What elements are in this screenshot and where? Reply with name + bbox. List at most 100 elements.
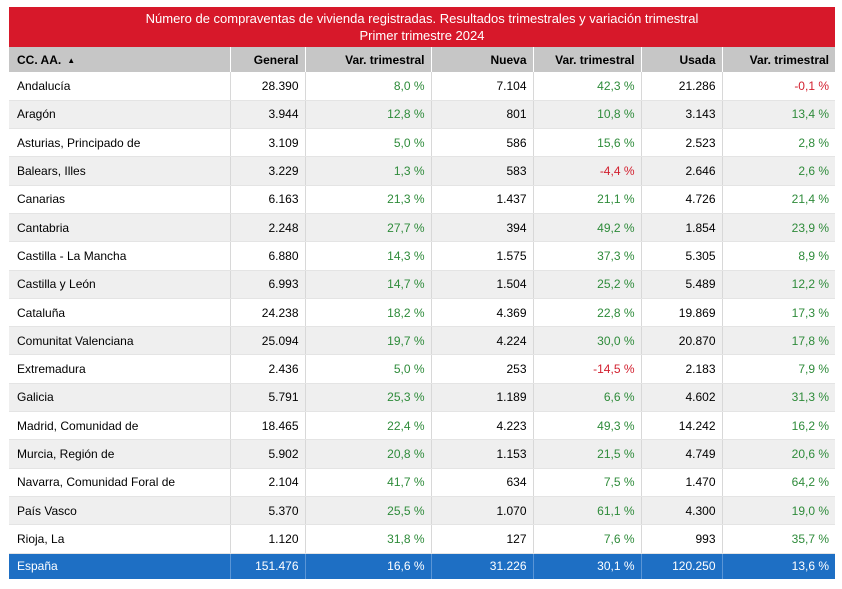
table-title-bar: Número de compraventas de vivienda regis… <box>9 7 835 47</box>
cell-var-nueva: 10,8 % <box>533 100 642 130</box>
total-var-usada: 13,6 % <box>791 559 829 574</box>
cell-region: Murcia, Región de <box>9 439 231 469</box>
cell-var-nueva: 25,2 % <box>533 270 642 299</box>
cell-usada: 5.305 <box>641 241 723 271</box>
cell-usada: 1.854 <box>641 213 723 243</box>
cell-nueva: 586 <box>431 128 534 158</box>
cell-usada: 2.646 <box>641 156 723 186</box>
total-usada: 120.250 <box>641 553 723 580</box>
cell-region: Castilla y León <box>9 270 231 299</box>
cell-general: 25.094 <box>230 326 306 356</box>
cell-nueva: 801 <box>431 100 534 130</box>
cell-nueva: 7.104 <box>431 72 534 101</box>
cell-var-usada: 16,2 % <box>722 411 835 441</box>
cell-var-nueva: -14,5 % <box>533 354 642 384</box>
total-row: España 151.476 16,6 % 31.226 30,1 % 120.… <box>9 553 835 580</box>
cell-var-usada: 21,4 % <box>722 185 835 214</box>
cell-nueva: 4.369 <box>431 298 534 328</box>
cell-var-general: 22,4 % <box>305 411 432 441</box>
cell-region: Canarias <box>9 185 231 214</box>
table-row: Andalucía 28.390 8,0 % 7.104 42,3 % 21.286 -0,… <box>9 72 835 101</box>
table-row: Cantabria 2.248 27,7 % 394 49,2 % 1.854 23,9 % <box>9 213 835 243</box>
table-row: Madrid, Comunidad de 18.465 22,4 % 4.223 49,… <box>9 411 835 441</box>
cell-region: Madrid, Comunidad de <box>9 411 231 441</box>
cell-var-usada: 23,9 % <box>722 213 835 243</box>
column-header-var-nueva[interactable]: Var. trimestral <box>533 47 642 72</box>
cell-general: 18.465 <box>230 411 306 441</box>
cell-region: Comunitat Valenciana <box>9 326 231 356</box>
cell-usada: 14.242 <box>641 411 723 441</box>
total-general: 151.476 <box>230 553 306 580</box>
cell-general: 28.390 <box>230 72 306 101</box>
table-row: País Vasco 5.370 25,5 % 1.070 61,1 % 4.300 19,… <box>9 496 835 526</box>
table-subtitle: Primer trimestre 2024 <box>359 28 485 43</box>
cell-nueva: 1.189 <box>431 383 534 413</box>
cell-var-general: 27,7 % <box>305 213 432 243</box>
table-row: Castilla - La Mancha 6.880 14,3 % 1.575 37,3… <box>9 241 835 271</box>
cell-nueva: 253 <box>431 354 534 384</box>
table-row: Canarias 6.163 21,3 % 1.437 21,1 % 4.726 21,4 … <box>9 185 835 214</box>
table-row: Aragón 3.944 12,8 % 801 10,8 % 3.143 13,4 % <box>9 100 835 130</box>
column-header-nueva[interactable]: Nueva <box>431 47 534 72</box>
column-header-region[interactable]: CC. AA. ▲ <box>9 47 231 72</box>
cell-var-usada: 13,4 % <box>722 100 835 130</box>
total-var-nueva: 30,1 % <box>533 553 642 580</box>
cell-region: País Vasco <box>9 496 231 526</box>
cell-nueva: 1.153 <box>431 439 534 469</box>
table-row: Navarra, Comunidad Foral de 2.104 41,7 % 63… <box>9 468 835 497</box>
cell-usada: 2.183 <box>641 354 723 384</box>
cell-general: 2.436 <box>230 354 306 384</box>
sales-table: CC. AA. ▲ General Var. trimestral Nueva V… <box>9 47 835 580</box>
cell-usada: 19.869 <box>641 298 723 328</box>
cell-var-general: 5,0 % <box>305 128 432 158</box>
cell-nueva: 4.223 <box>431 411 534 441</box>
cell-region: Asturias, Principado de <box>9 128 231 158</box>
cell-var-nueva: 42,3 % <box>533 72 642 101</box>
column-header-region-label: CC. AA. <box>17 52 62 67</box>
cell-usada: 1.470 <box>641 468 723 497</box>
cell-nueva: 1.437 <box>431 185 534 214</box>
table-title: Número de compraventas de vivienda regis… <box>145 11 699 26</box>
cell-general: 6.163 <box>230 185 306 214</box>
header-row: CC. AA. ▲ General Var. trimestral Nueva V… <box>9 47 835 72</box>
cell-var-nueva: 21,5 % <box>533 439 642 469</box>
cell-region: Castilla - La Mancha <box>9 241 231 271</box>
cell-var-usada: 20,6 % <box>722 439 835 469</box>
cell-usada: 4.726 <box>641 185 723 214</box>
cell-var-usada: 64,2 % <box>722 468 835 497</box>
cell-var-general: 14,7 % <box>305 270 432 299</box>
cell-nueva: 1.504 <box>431 270 534 299</box>
cell-nueva: 583 <box>431 156 534 186</box>
table-row: Galicia 5.791 25,3 % 1.189 6,6 % 4.602 31,3 % <box>9 383 835 413</box>
cell-usada: 5.489 <box>641 270 723 299</box>
cell-region: Navarra, Comunidad Foral de <box>9 468 231 497</box>
cell-nueva: 4.224 <box>431 326 534 356</box>
table-row: Extremadura 2.436 5,0 % 253 -14,5 % 2.183 7,9 … <box>9 354 835 384</box>
cell-var-general: 14,3 % <box>305 241 432 271</box>
cell-general: 3.229 <box>230 156 306 186</box>
column-header-var-usada[interactable]: Var. trimestral <box>749 52 829 67</box>
cell-var-nueva: 22,8 % <box>533 298 642 328</box>
cell-var-nueva: 7,5 % <box>533 468 642 497</box>
column-header-general[interactable]: General <box>230 47 306 72</box>
cell-nueva: 634 <box>431 468 534 497</box>
cell-var-general: 31,8 % <box>305 524 432 554</box>
cell-var-nueva: 49,2 % <box>533 213 642 243</box>
cell-usada: 4.749 <box>641 439 723 469</box>
cell-var-nueva: 49,3 % <box>533 411 642 441</box>
cell-var-general: 1,3 % <box>305 156 432 186</box>
sort-ascending-icon[interactable]: ▲ <box>67 55 76 65</box>
cell-general: 6.993 <box>230 270 306 299</box>
cell-region: Cantabria <box>9 213 231 243</box>
column-header-usada[interactable]: Usada <box>641 47 723 72</box>
cell-general: 5.902 <box>230 439 306 469</box>
table-row: Comunitat Valenciana 25.094 19,7 % 4.224 30,… <box>9 326 835 356</box>
table-row: Balears, Illes 3.229 1,3 % 583 -4,4 % 2.646 2,… <box>9 156 835 186</box>
table-row: Cataluña 24.238 18,2 % 4.369 22,8 % 19.869 17,… <box>9 298 835 328</box>
cell-var-usada: 8,9 % <box>722 241 835 271</box>
cell-usada: 2.523 <box>641 128 723 158</box>
column-header-var-general[interactable]: Var. trimestral <box>305 47 432 72</box>
cell-region: Aragón <box>9 100 231 130</box>
cell-nueva: 1.070 <box>431 496 534 526</box>
cell-general: 2.248 <box>230 213 306 243</box>
